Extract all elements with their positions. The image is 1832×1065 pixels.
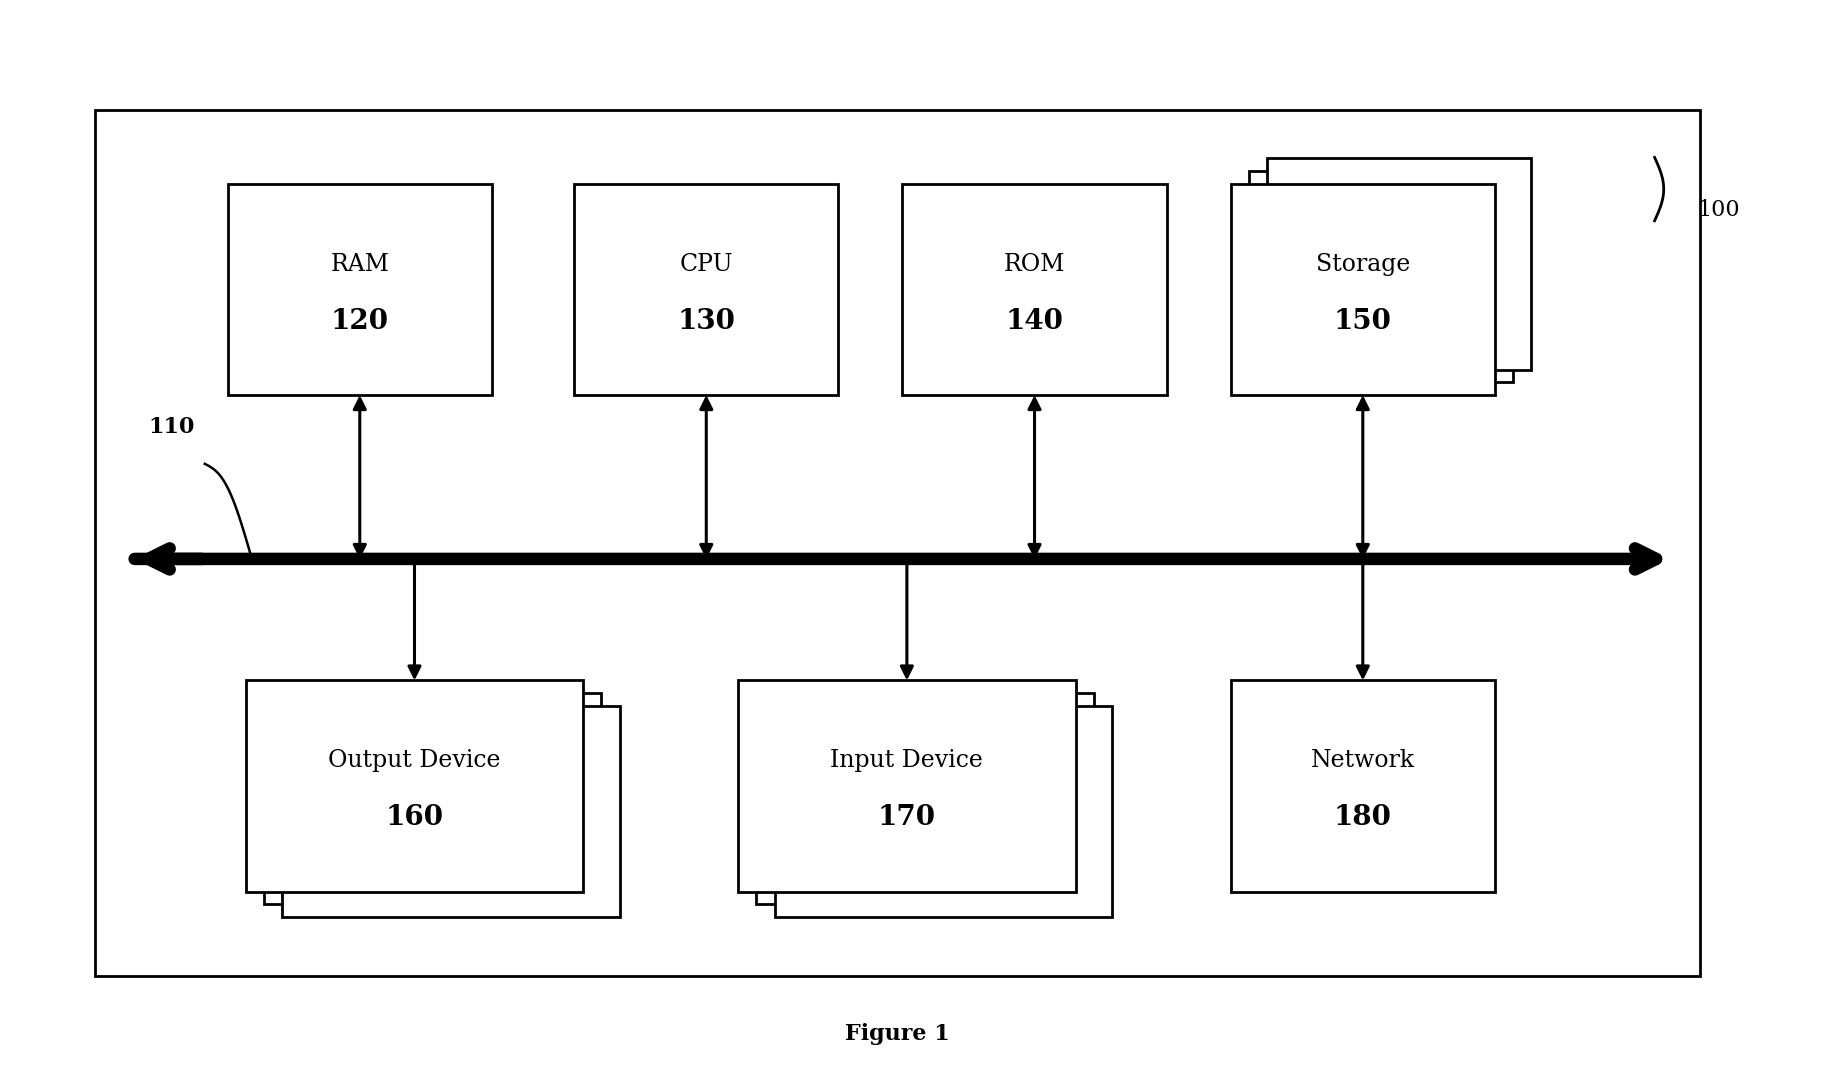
Text: Storage: Storage [1315, 252, 1411, 276]
Text: 180: 180 [1334, 804, 1392, 832]
Text: 140: 140 [1006, 308, 1063, 334]
Bar [1231, 184, 1495, 395]
Bar [757, 693, 1094, 904]
Bar [738, 681, 1075, 891]
Text: RAM: RAM [330, 252, 388, 276]
Text: Network: Network [1310, 750, 1414, 772]
Bar [227, 184, 493, 395]
Bar [1231, 681, 1495, 891]
Bar [245, 681, 583, 891]
Text: 160: 160 [385, 804, 443, 832]
Text: 170: 170 [878, 804, 936, 832]
Bar [573, 184, 839, 395]
Text: 100: 100 [1696, 199, 1740, 222]
Text: 150: 150 [1334, 308, 1392, 334]
Text: Input Device: Input Device [830, 750, 984, 772]
Text: 130: 130 [678, 308, 735, 334]
Text: CPU: CPU [680, 252, 733, 276]
Bar [95, 110, 1700, 977]
Bar [264, 693, 601, 904]
Bar [775, 706, 1112, 917]
Bar [1249, 171, 1513, 382]
Text: Output Device: Output Device [328, 750, 500, 772]
Text: ROM: ROM [1004, 252, 1064, 276]
Bar [903, 184, 1167, 395]
Bar [1268, 159, 1532, 370]
Text: Figure 1: Figure 1 [845, 1023, 951, 1046]
Text: 120: 120 [332, 308, 388, 334]
Text: 110: 110 [148, 415, 196, 438]
Bar [282, 706, 619, 917]
